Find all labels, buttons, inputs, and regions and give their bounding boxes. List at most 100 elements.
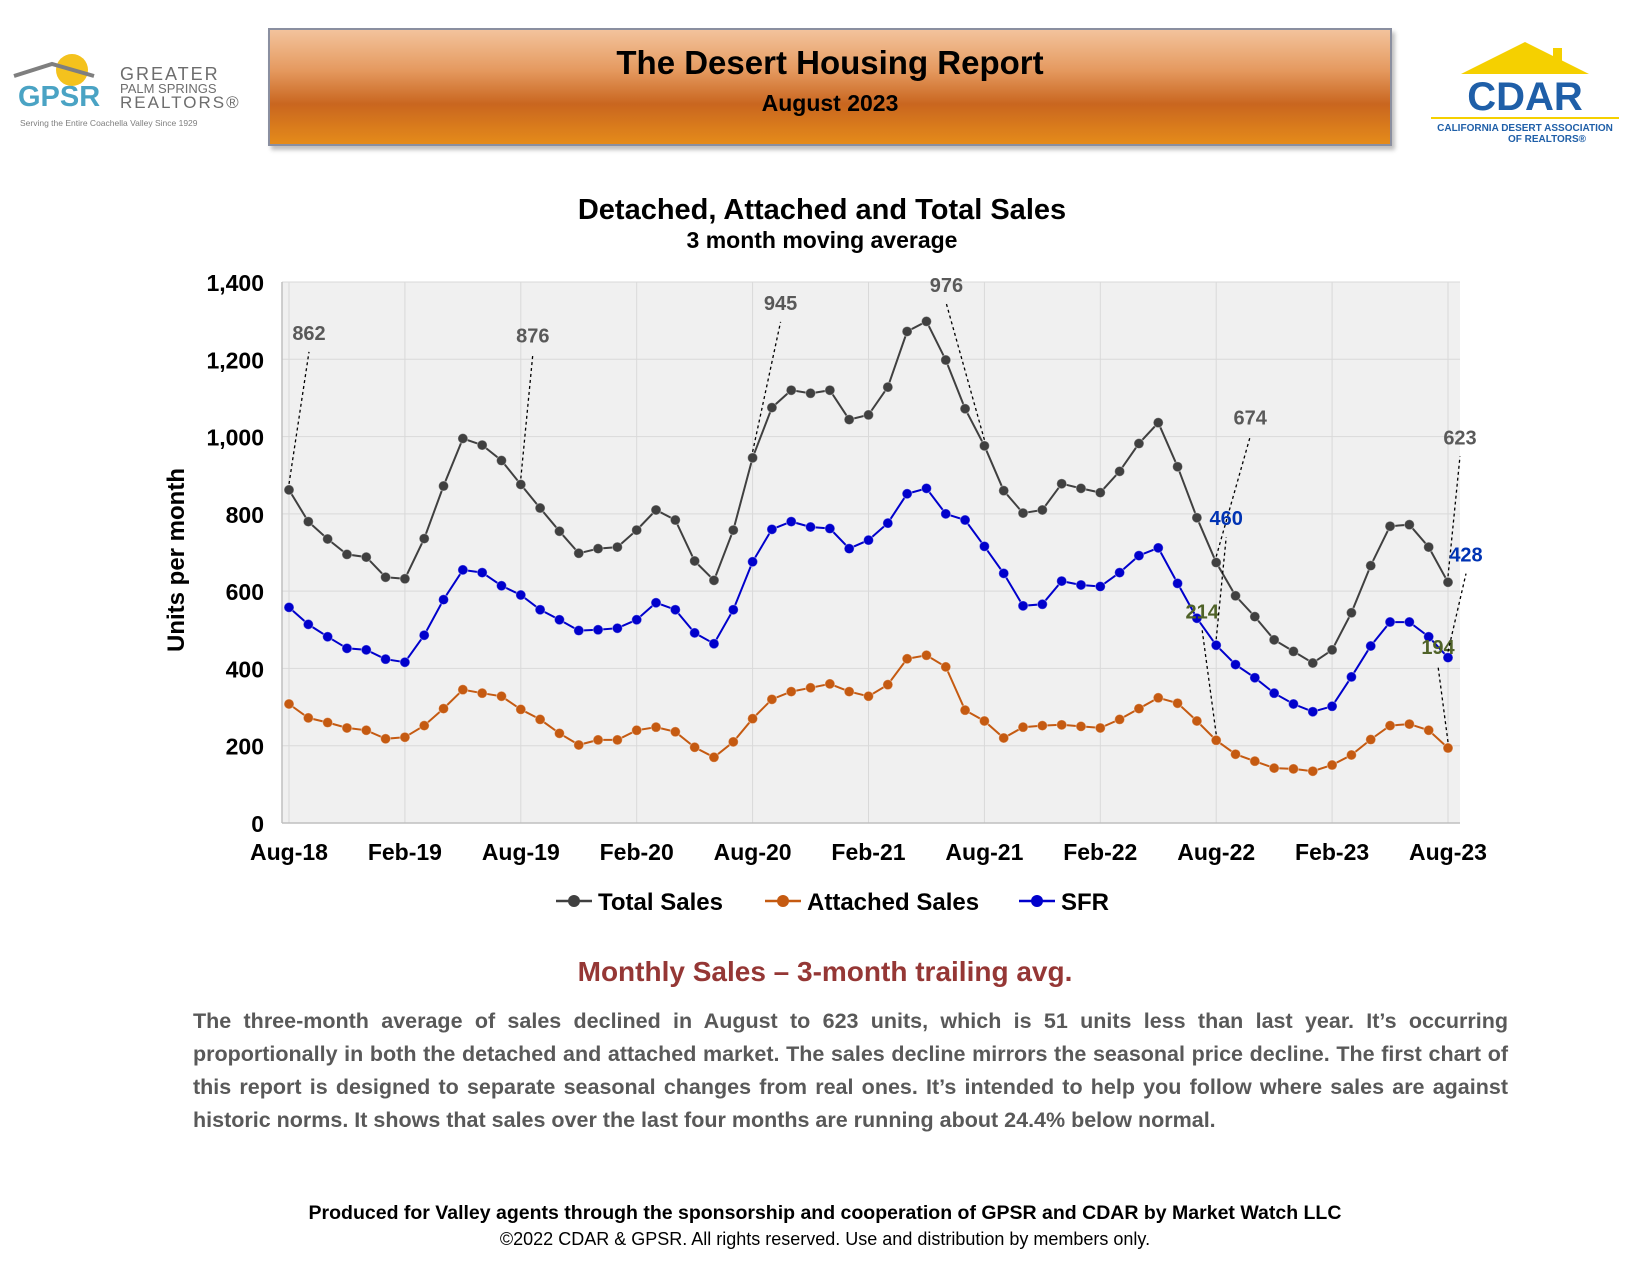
y-tick-label: 400 <box>226 656 264 682</box>
x-tick-label: Feb-22 <box>1063 839 1137 865</box>
data-point-attached-sales <box>360 724 372 736</box>
chart-subtitle: 3 month moving average <box>687 227 958 253</box>
data-point-attached-sales <box>302 712 314 724</box>
data-point-attached-sales <box>495 690 507 702</box>
data-point-total-sales <box>1075 482 1087 494</box>
report-title: The Desert Housing Report <box>616 44 1044 81</box>
data-point-attached-sales <box>689 741 701 753</box>
data-point-sfr <box>882 517 894 529</box>
data-point-sfr <box>766 523 778 535</box>
data-point-sfr <box>1307 706 1319 718</box>
data-point-sfr <box>959 514 971 526</box>
data-point-sfr <box>1442 652 1454 664</box>
sales-chart: Detached, Attached and Total Sales 3 mon… <box>163 194 1487 916</box>
x-tick-label: Aug-18 <box>250 839 328 865</box>
data-point-attached-sales <box>1326 759 1338 771</box>
data-point-total-sales <box>669 514 681 526</box>
data-point-total-sales <box>959 403 971 415</box>
data-point-sfr <box>302 618 314 630</box>
x-tick-label: Feb-20 <box>600 839 674 865</box>
data-point-attached-sales <box>1172 697 1184 709</box>
data-point-total-sales <box>1403 519 1415 531</box>
data-point-attached-sales <box>1230 748 1242 760</box>
data-point-sfr <box>901 488 913 500</box>
data-point-total-sales <box>978 440 990 452</box>
data-point-total-sales <box>573 547 585 559</box>
data-point-total-sales <box>727 524 739 536</box>
data-point-sfr <box>843 543 855 555</box>
data-point-attached-sales <box>1210 734 1222 746</box>
data-point-sfr <box>978 540 990 552</box>
data-point-total-sales <box>1210 557 1222 569</box>
y-tick-label: 1,400 <box>206 270 264 296</box>
data-point-sfr <box>573 625 585 637</box>
data-point-attached-sales <box>399 731 411 743</box>
data-point-attached-sales <box>1249 755 1261 767</box>
data-point-attached-sales <box>1056 719 1068 731</box>
data-point-total-sales <box>1442 576 1454 588</box>
data-point-sfr <box>920 482 932 494</box>
x-tick-label: Feb-19 <box>368 839 442 865</box>
data-label-leader <box>288 351 310 484</box>
data-point-sfr <box>824 523 836 535</box>
data-point-total-sales <box>476 439 488 451</box>
x-tick-label: Aug-20 <box>714 839 792 865</box>
gpsr-abbr: GPSR <box>18 81 100 113</box>
data-point-sfr <box>1384 616 1396 628</box>
data-point-sfr <box>940 508 952 520</box>
data-point-sfr <box>747 556 759 568</box>
data-point-sfr <box>689 627 701 639</box>
report-date: August 2023 <box>761 90 899 116</box>
chart-title: Detached, Attached and Total Sales <box>578 194 1066 226</box>
gpsr-tagline: Serving the Entire Coachella Valley Sinc… <box>20 118 198 128</box>
data-point-sfr <box>727 604 739 616</box>
y-tick-label: 600 <box>226 579 264 605</box>
data-point-attached-sales <box>1403 718 1415 730</box>
data-point-sfr <box>495 580 507 592</box>
data-point-total-sales <box>380 571 392 583</box>
data-point-total-sales <box>882 381 894 393</box>
data-label-leader <box>1447 573 1467 652</box>
data-point-attached-sales <box>573 739 585 751</box>
data-point-sfr <box>360 644 372 656</box>
data-label-leader <box>520 354 534 479</box>
data-point-total-sales <box>341 548 353 560</box>
data-point-sfr <box>1094 581 1106 593</box>
data-point-sfr <box>1249 672 1261 684</box>
data-point-total-sales <box>1133 438 1145 450</box>
data-point-total-sales <box>1345 607 1357 619</box>
data-point-total-sales <box>1423 541 1435 553</box>
data-point-sfr <box>399 656 411 668</box>
data-point-sfr <box>611 622 623 634</box>
summary-heading: Monthly Sales – 3-month trailing avg. <box>577 956 1073 987</box>
y-tick-label: 200 <box>226 734 264 760</box>
data-label-leader <box>1447 456 1461 577</box>
data-point-attached-sales <box>1423 724 1435 736</box>
data-point-sfr <box>1326 700 1338 712</box>
data-point-attached-sales <box>747 713 759 725</box>
data-label: 194 <box>1421 637 1455 659</box>
data-point-sfr <box>785 516 797 528</box>
gpsr-line3: REALTORS® <box>120 93 241 112</box>
data-point-attached-sales <box>805 682 817 694</box>
data-point-sfr <box>1017 600 1029 612</box>
data-point-sfr <box>1403 616 1415 628</box>
data-point-total-sales <box>708 574 720 586</box>
data-point-sfr <box>708 638 720 650</box>
data-point-sfr <box>592 624 604 636</box>
x-tick-label: Aug-19 <box>482 839 560 865</box>
data-point-attached-sales <box>1345 749 1357 761</box>
data-point-total-sales <box>495 455 507 467</box>
data-point-attached-sales <box>476 687 488 699</box>
gpsr-line1: GREATER <box>120 64 220 84</box>
data-point-attached-sales <box>978 715 990 727</box>
cdar-abbr: CDAR <box>1467 75 1583 119</box>
data-point-attached-sales <box>457 684 469 696</box>
data-point-total-sales <box>283 484 295 496</box>
data-point-total-sales <box>920 315 932 327</box>
x-tick-label: Aug-22 <box>1177 839 1255 865</box>
data-point-total-sales <box>418 533 430 545</box>
legend-swatch-marker <box>568 895 580 907</box>
legend-label: Total Sales <box>598 889 723 916</box>
data-label-leader <box>1437 665 1449 743</box>
